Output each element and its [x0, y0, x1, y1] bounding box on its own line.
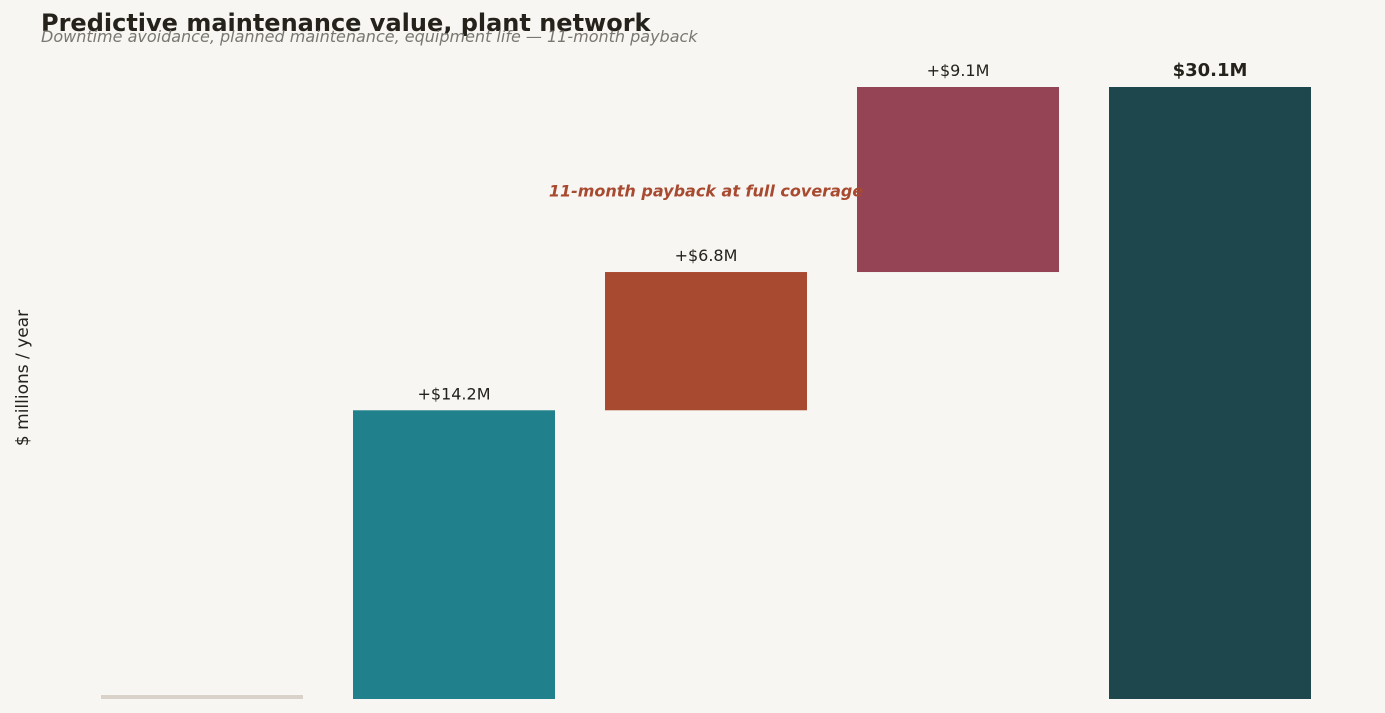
delta-bar: [353, 410, 555, 699]
delta-value-label: +$9.1M: [927, 61, 990, 80]
baseline-bar: [101, 695, 303, 699]
total-value-label: $30.1M: [1173, 60, 1248, 81]
delta-value-label: +$14.2M: [417, 384, 490, 403]
chart-title: Predictive maintenance value, plant netw…: [41, 9, 651, 37]
y-axis-label: $ millions / year: [13, 310, 33, 446]
delta-bar: [857, 87, 1059, 273]
delta-bar: [605, 272, 807, 411]
delta-value-label: +$6.8M: [675, 246, 738, 265]
chart-subtitle: Downtime avoidance, planned maintenance,…: [41, 27, 698, 46]
total-bar: [1109, 87, 1311, 699]
payback-annotation: 11-month payback at full coverage: [549, 182, 864, 201]
bars-group: [101, 87, 1311, 699]
data-labels-group: +$14.2M +$6.8M +$9.1M $30.1M: [417, 60, 1247, 403]
